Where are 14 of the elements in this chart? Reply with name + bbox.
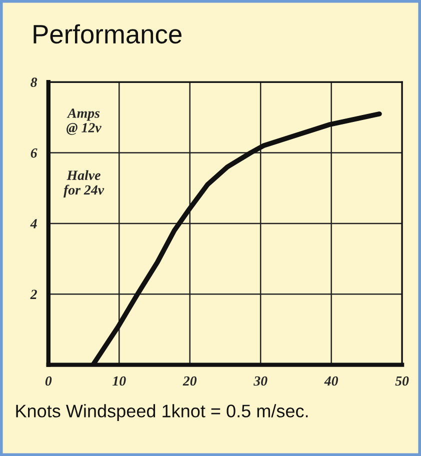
x-tick-label: 30 — [254, 376, 268, 386]
y-tick-label: 4 — [30, 219, 37, 228]
x-tick-label: 40 — [324, 376, 338, 386]
annotation: Amps @ 12v — [66, 108, 102, 135]
y-tick-label: 6 — [30, 148, 38, 158]
y-tick-label: 8 — [30, 78, 38, 88]
chart-title: Performance — [34, 24, 182, 44]
x-axis-title: Knots Windspeed 1knot = 0.5 m/sec. — [16, 404, 308, 421]
x-tick-label: 20 — [182, 376, 197, 386]
y-tick-label: 2 — [30, 290, 37, 299]
annotation: Halve for 24v — [64, 170, 104, 198]
x-tick-label: 50 — [395, 376, 409, 386]
x-tick-label: 10 — [112, 376, 126, 386]
x-tick-label: 0 — [45, 376, 52, 386]
